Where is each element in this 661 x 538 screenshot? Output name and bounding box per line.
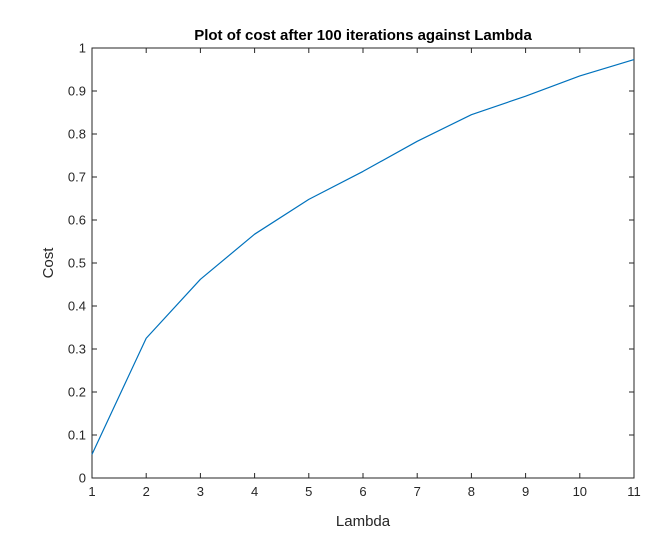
x-tick-label: 1 (88, 484, 95, 499)
x-tick-label: 8 (468, 484, 475, 499)
y-tick-label: 1 (79, 41, 86, 56)
x-tick-label: 7 (414, 484, 421, 499)
x-tick-label: 4 (251, 484, 258, 499)
plot-area: 1 2 3 4 5 6 7 8 9 10 11 0 0.1 0.2 0.3 0.4 0.5 0.6 0.7 0.8 0.… (68, 41, 641, 500)
y-tick-label: 0.6 (68, 213, 86, 228)
x-tick-label: 5 (305, 484, 312, 499)
y-tick-label: 0.5 (68, 256, 86, 271)
y-tick-label: 0.8 (68, 127, 86, 142)
x-axis-label: Lambda (336, 513, 391, 530)
chart-title: Plot of cost after 100 iterations agains… (194, 27, 532, 44)
x-tick-label: 9 (522, 484, 529, 499)
x-tick-label: 3 (197, 484, 204, 499)
y-tick-label: 0.1 (68, 428, 86, 443)
x-tick-label: 2 (143, 484, 150, 499)
x-tick-label: 6 (359, 484, 366, 499)
y-axis-label: Cost (40, 247, 57, 279)
y-tick-label: 0.7 (68, 170, 86, 185)
y-tick-label: 0.2 (68, 385, 86, 400)
x-tick-label: 11 (627, 484, 641, 499)
x-tick-label: 10 (573, 484, 587, 499)
y-tick-label: 0.9 (68, 84, 86, 99)
y-tick-label: 0 (79, 471, 86, 486)
y-tick-label: 0.4 (68, 299, 86, 314)
y-tick-label: 0.3 (68, 342, 86, 357)
cost-series-line (91, 59, 635, 455)
